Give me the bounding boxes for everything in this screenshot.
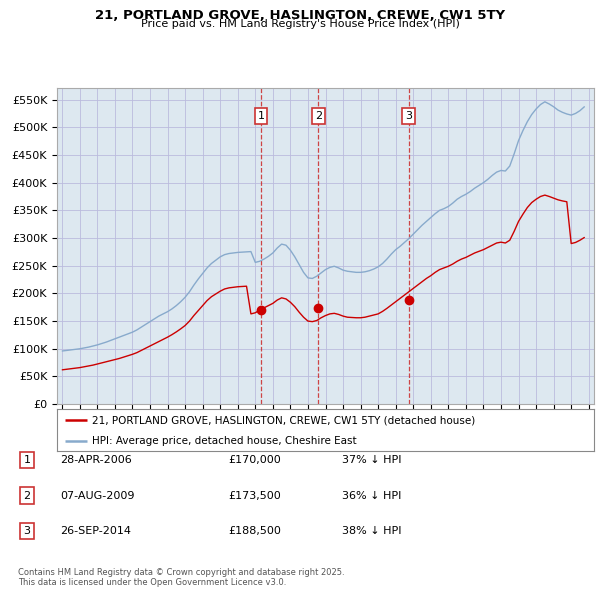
Text: 36% ↓ HPI: 36% ↓ HPI (342, 491, 401, 500)
Text: 37% ↓ HPI: 37% ↓ HPI (342, 455, 401, 465)
Text: 21, PORTLAND GROVE, HASLINGTON, CREWE, CW1 5TY (detached house): 21, PORTLAND GROVE, HASLINGTON, CREWE, C… (92, 415, 475, 425)
Text: 1: 1 (23, 455, 31, 465)
Text: 07-AUG-2009: 07-AUG-2009 (60, 491, 134, 500)
Text: 3: 3 (23, 526, 31, 536)
Text: £170,000: £170,000 (228, 455, 281, 465)
Text: 28-APR-2006: 28-APR-2006 (60, 455, 132, 465)
Text: 2: 2 (23, 491, 31, 500)
Text: Contains HM Land Registry data © Crown copyright and database right 2025.
This d: Contains HM Land Registry data © Crown c… (18, 568, 344, 587)
Text: HPI: Average price, detached house, Cheshire East: HPI: Average price, detached house, Ches… (92, 436, 356, 445)
Text: 21, PORTLAND GROVE, HASLINGTON, CREWE, CW1 5TY: 21, PORTLAND GROVE, HASLINGTON, CREWE, C… (95, 9, 505, 22)
Text: £173,500: £173,500 (228, 491, 281, 500)
Text: 3: 3 (405, 111, 412, 121)
Text: 26-SEP-2014: 26-SEP-2014 (60, 526, 131, 536)
Text: £188,500: £188,500 (228, 526, 281, 536)
Text: 38% ↓ HPI: 38% ↓ HPI (342, 526, 401, 536)
Text: 1: 1 (257, 111, 265, 121)
Text: Price paid vs. HM Land Registry's House Price Index (HPI): Price paid vs. HM Land Registry's House … (140, 19, 460, 29)
Text: 2: 2 (315, 111, 322, 121)
